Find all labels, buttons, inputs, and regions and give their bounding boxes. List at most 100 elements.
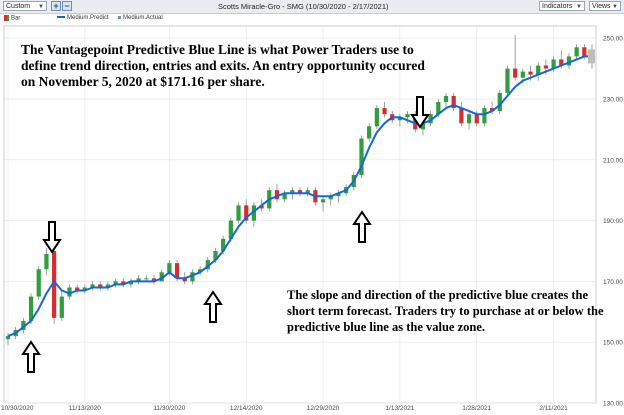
candle-body [543,65,549,69]
candle-body [90,284,95,288]
candle-body [536,65,541,75]
candle-body [489,108,495,112]
candle-body [520,71,525,78]
candle-body [167,263,172,273]
candle-body [282,193,287,200]
candle-body [113,281,118,285]
candle-body [451,95,456,109]
candle-body [397,117,403,121]
chevron-down-icon: ▼ [612,4,618,10]
candle-body [28,296,34,321]
candle-body [213,250,218,261]
legend-label: Bar [11,15,21,22]
annotation-top: The Vantagepoint Predictive Blue Line is… [21,42,425,89]
candle-body [382,108,387,115]
chart-toolbar: Custom ▼ + − Scotts Miracle-Gro - SMG (1… [0,0,624,14]
up-arrow-icon [352,210,372,243]
x-tick-label: 12/29/2020 [307,405,340,412]
legend-item-actual[interactable]: Medium.Actual [118,15,163,21]
candle-body [59,296,64,318]
candle-body [466,114,472,124]
down-arrow-icon [42,221,62,254]
chevron-down-icon: ▼ [576,4,582,10]
y-tick-label: 210.00 [603,157,623,164]
predict-line [7,55,592,338]
x-tick-label: 10/30/2020 [1,405,34,412]
candle-body [144,278,149,280]
up-arrow-icon [21,340,41,373]
candle-body [566,56,572,66]
candle-body [474,114,479,124]
x-tick-label: 1/13/2021 [385,405,414,412]
candle-body [297,190,303,194]
bar-swatch-icon [4,15,9,21]
x-tick-label: 1/28/2021 [462,405,491,412]
candle-body [328,196,333,200]
legend-label: Medium.Predict [67,15,109,21]
zoom-in-button[interactable]: + [51,1,61,11]
preset-select[interactable]: Custom ▼ [3,1,47,11]
y-tick-label: 130.00 [603,401,623,408]
chevron-down-icon: ▼ [38,4,44,10]
candle-body [151,278,157,282]
y-tick-label: 190.00 [603,218,623,225]
candle-body [236,205,241,221]
candle-body [405,114,410,118]
candle-body [274,190,280,200]
candle-body [5,336,11,340]
candle-body [290,190,295,194]
candle-body [105,284,111,288]
candle-body [128,281,134,285]
candle-body [582,47,587,57]
candle-body [482,108,487,124]
plot-area [3,25,597,404]
candle-body [82,287,87,291]
candle-body [67,287,72,297]
preset-value: Custom [6,3,31,10]
views-label: Views [592,3,611,10]
views-dropdown[interactable]: Views ▼ [589,1,621,11]
candle-body [159,272,164,282]
candle-body [259,205,264,209]
last-value-marker [588,49,595,64]
candle-body [205,260,210,270]
candle-body [197,269,203,273]
candle-body [320,199,326,203]
legend-item-predict[interactable]: Medium.Predict [57,15,109,21]
candle-body [413,114,418,130]
candle-body [336,193,341,197]
annotation-bottom: The slope and direction of the predictiv… [287,288,604,335]
candle-body [359,138,364,175]
candle-body [75,287,80,291]
candle-body [574,47,579,57]
x-tick-label: 11/30/2020 [153,405,185,412]
candle-body [44,254,49,270]
candle-body [528,71,533,75]
chart-legend: Bar Medium.Predict Medium.Actual [0,14,624,23]
candle-body [428,114,433,124]
candle-body [121,281,126,285]
indicators-dropdown[interactable]: Indicators ▼ [539,1,585,11]
candle-body [98,284,103,288]
x-tick-label: 2/11/2021 [539,405,568,412]
candle-body [374,108,379,127]
indicators-label: Indicators [542,3,573,10]
candle-body [367,126,372,139]
legend-item-bar[interactable]: Bar [4,15,20,22]
candle-body [420,123,426,130]
x-tick-label: 12/14/2020 [230,405,263,412]
candle-body [174,263,180,279]
chart-title: Scotts Miracle-Gro - SMG (10/30/2020 - 2… [218,2,389,11]
y-tick-label: 150.00 [603,340,623,347]
zoom-out-button[interactable]: − [62,1,72,11]
candle-body [305,190,310,194]
candle-body [513,68,518,78]
candle-body [244,205,249,221]
dot-swatch-icon [118,15,121,19]
candle-body [51,250,57,318]
candle-body [551,59,556,69]
candle-body [190,272,195,282]
x-tick-label: 11/13/2020 [69,405,101,412]
y-tick-label: 250.00 [603,36,623,43]
